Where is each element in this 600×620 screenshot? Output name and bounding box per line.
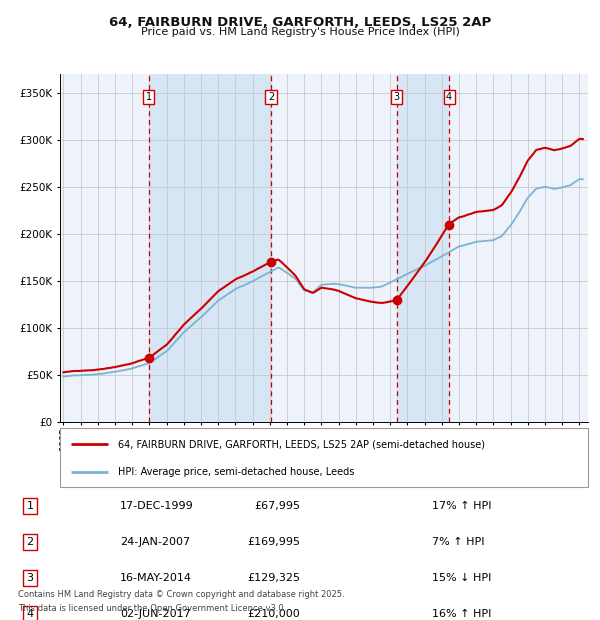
Text: 15% ↓ HPI: 15% ↓ HPI (432, 573, 491, 583)
Bar (397, 74, 449, 422)
Text: 3: 3 (394, 92, 400, 102)
Text: Contains HM Land Registry data © Crown copyright and database right 2025.: Contains HM Land Registry data © Crown c… (18, 590, 344, 599)
Text: Price paid vs. HM Land Registry's House Price Index (HPI): Price paid vs. HM Land Registry's House … (140, 27, 460, 37)
Text: 16-MAY-2014: 16-MAY-2014 (120, 573, 192, 583)
Text: 2: 2 (268, 92, 274, 102)
Text: £129,325: £129,325 (247, 573, 300, 583)
Text: 24-JAN-2007: 24-JAN-2007 (120, 537, 190, 547)
Text: 2: 2 (26, 537, 34, 547)
Bar (149, 74, 271, 422)
Text: 7% ↑ HPI: 7% ↑ HPI (432, 537, 485, 547)
Text: £67,995: £67,995 (254, 501, 300, 512)
Text: HPI: Average price, semi-detached house, Leeds: HPI: Average price, semi-detached house,… (118, 467, 355, 477)
Text: 17% ↑ HPI: 17% ↑ HPI (432, 501, 491, 512)
Text: £210,000: £210,000 (247, 609, 300, 619)
FancyBboxPatch shape (60, 428, 588, 487)
Text: 02-JUN-2017: 02-JUN-2017 (120, 609, 191, 619)
Text: 64, FAIRBURN DRIVE, GARFORTH, LEEDS, LS25 2AP (semi-detached house): 64, FAIRBURN DRIVE, GARFORTH, LEEDS, LS2… (118, 440, 485, 450)
Text: 3: 3 (26, 573, 34, 583)
Text: 16% ↑ HPI: 16% ↑ HPI (432, 609, 491, 619)
Text: 1: 1 (26, 501, 34, 512)
Text: 17-DEC-1999: 17-DEC-1999 (120, 501, 194, 512)
Text: 4: 4 (446, 92, 452, 102)
Text: This data is licensed under the Open Government Licence v3.0.: This data is licensed under the Open Gov… (18, 603, 286, 613)
Text: 64, FAIRBURN DRIVE, GARFORTH, LEEDS, LS25 2AP: 64, FAIRBURN DRIVE, GARFORTH, LEEDS, LS2… (109, 16, 491, 29)
Text: 4: 4 (26, 609, 34, 619)
Text: £169,995: £169,995 (247, 537, 300, 547)
Text: 1: 1 (146, 92, 152, 102)
